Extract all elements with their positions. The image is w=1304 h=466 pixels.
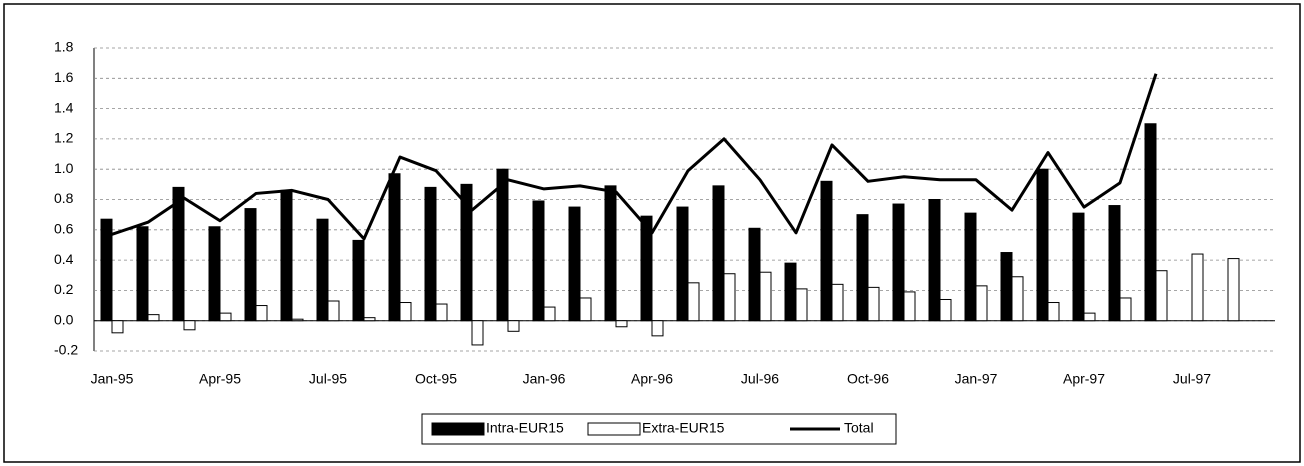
y-tick-label: 0.6 <box>54 221 74 237</box>
bar <box>183 320 196 331</box>
bar <box>100 218 113 322</box>
bar <box>615 320 628 328</box>
bar <box>136 226 149 322</box>
bar <box>471 320 484 346</box>
x-tick-label: Oct-96 <box>847 371 889 387</box>
bar <box>903 291 916 322</box>
bar <box>399 302 412 322</box>
bar <box>147 314 160 322</box>
bar <box>820 180 833 322</box>
legend-label: Total <box>844 420 874 436</box>
bar <box>435 303 448 322</box>
y-tick-label: 1.4 <box>54 99 74 115</box>
bar <box>1011 276 1024 322</box>
bar <box>327 300 340 322</box>
bar <box>352 239 365 322</box>
bar <box>1000 252 1013 322</box>
bar <box>748 227 761 322</box>
bar <box>712 185 725 322</box>
bar <box>939 298 952 322</box>
x-tick-label: Apr-97 <box>1063 371 1105 387</box>
legend-label: Extra-EUR15 <box>642 420 725 436</box>
bar <box>496 168 509 322</box>
bar <box>316 218 329 322</box>
y-tick-label: 1.0 <box>54 160 74 176</box>
bar <box>831 283 844 322</box>
bar <box>1083 312 1096 322</box>
bar <box>687 282 700 322</box>
y-tick-label: 0.0 <box>54 311 74 327</box>
bar <box>579 297 592 322</box>
bar <box>651 320 664 337</box>
y-tick-label: 1.6 <box>54 69 74 85</box>
x-tick-label: Jan-95 <box>91 371 134 387</box>
bar <box>1119 297 1132 322</box>
bar <box>388 173 401 322</box>
y-tick-label: 0.4 <box>54 251 74 267</box>
bar <box>1144 123 1157 322</box>
x-tick-label: Jul-97 <box>1173 371 1211 387</box>
bar <box>964 212 977 322</box>
legend-swatch <box>587 422 641 436</box>
bar <box>244 208 257 322</box>
y-tick-label: 1.8 <box>54 39 74 55</box>
bar <box>784 262 797 322</box>
bar <box>1155 270 1168 322</box>
bar <box>255 305 268 322</box>
bar <box>1036 168 1049 322</box>
y-tick-label: -0.2 <box>54 342 78 358</box>
bar <box>568 206 581 322</box>
bar <box>280 189 293 322</box>
line <box>111 73 1158 241</box>
x-tick-label: Apr-95 <box>199 371 241 387</box>
bar <box>1047 302 1060 322</box>
bar <box>219 312 232 322</box>
bar <box>291 318 304 322</box>
bar <box>532 200 545 322</box>
x-tick-label: Jan-97 <box>955 371 998 387</box>
legend-label: Intra-EUR15 <box>486 420 564 436</box>
bar <box>1072 212 1085 322</box>
x-tick-label: Apr-96 <box>631 371 673 387</box>
bar <box>892 203 905 322</box>
bar <box>460 183 473 322</box>
x-tick-label: Jul-95 <box>309 371 347 387</box>
bar <box>723 273 736 322</box>
bar <box>640 215 653 322</box>
bar <box>363 317 376 322</box>
bar <box>795 288 808 322</box>
legend-swatch <box>431 422 485 436</box>
y-tick-label: 0.8 <box>54 190 74 206</box>
bar <box>1191 253 1204 322</box>
bar <box>208 226 221 322</box>
bar <box>975 285 988 322</box>
bar <box>867 286 880 322</box>
bar <box>1227 258 1240 322</box>
bar <box>172 186 185 322</box>
y-tick-label: 0.2 <box>54 281 74 297</box>
bar <box>111 320 124 334</box>
bar <box>856 214 869 322</box>
bar <box>676 206 689 322</box>
bar <box>928 199 941 322</box>
x-tick-label: Jul-96 <box>741 371 779 387</box>
bar <box>604 185 617 322</box>
bar <box>507 320 520 332</box>
x-tick-label: Oct-95 <box>415 371 457 387</box>
bar <box>1108 205 1121 322</box>
bar <box>424 186 437 322</box>
bar <box>759 271 772 322</box>
y-tick-label: 1.2 <box>54 130 74 146</box>
x-tick-label: Jan-96 <box>523 371 566 387</box>
bar <box>543 306 556 322</box>
